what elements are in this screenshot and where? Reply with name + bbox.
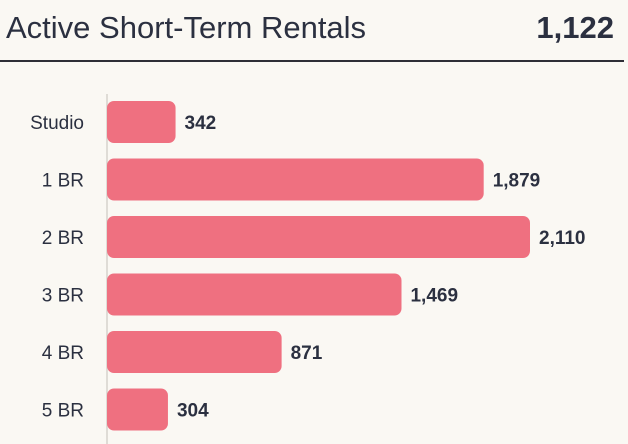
value-label: 342 xyxy=(185,113,217,134)
bar-1 xyxy=(107,158,484,201)
category-label: 3 BR xyxy=(42,286,84,307)
bar-4 xyxy=(107,331,282,373)
bar-3 xyxy=(107,273,402,316)
category-label: 2 BR xyxy=(42,228,84,249)
total-count: 1,122 xyxy=(536,10,614,45)
category-label: 5 BR xyxy=(42,401,84,422)
value-label: 871 xyxy=(291,343,323,364)
bar-5 xyxy=(107,388,168,431)
value-label: 304 xyxy=(177,401,209,422)
chart-header: Active Short-Term Rentals 1,122 xyxy=(0,0,624,62)
bar-2 xyxy=(107,216,530,258)
category-label: 1 BR xyxy=(42,171,84,192)
bar-0 xyxy=(107,101,176,143)
value-label: 1,469 xyxy=(410,286,458,307)
category-label: 4 BR xyxy=(42,343,84,364)
category-label: Studio xyxy=(30,113,84,134)
bar-chart: Studio 342 1 BR 1,879 2 BR 2,110 3 BR 1,469 4 BR… xyxy=(30,94,586,444)
value-label: 2,110 xyxy=(539,228,586,249)
value-label: 1,879 xyxy=(493,171,541,192)
chart-title: Active Short-Term Rentals xyxy=(6,10,367,45)
